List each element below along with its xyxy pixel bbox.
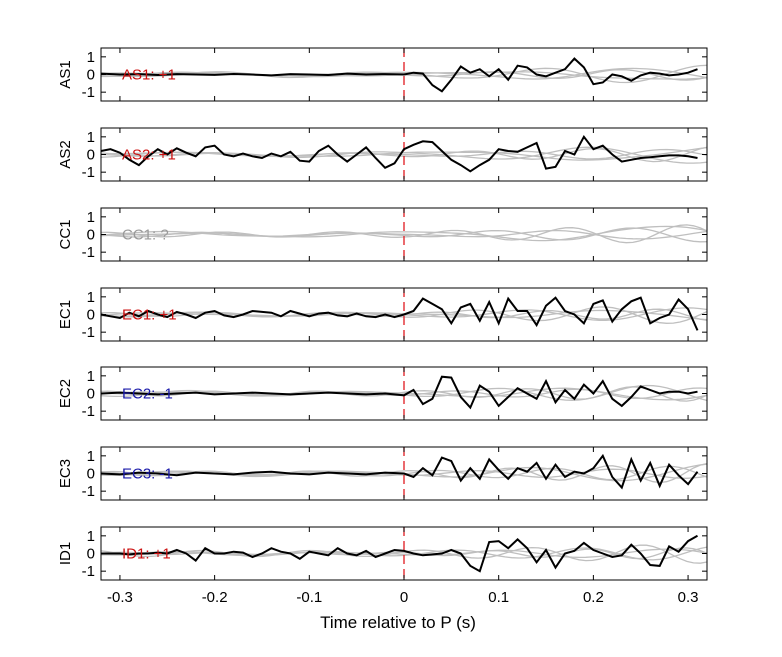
waveform-trace [100, 296, 699, 331]
x-tick-label: -0.1 [296, 589, 322, 606]
y-tick-label: 1 [87, 368, 95, 385]
y-axis-label: AS2 [57, 140, 74, 168]
y-tick-label: -1 [82, 403, 95, 420]
y-tick-label: 0 [87, 546, 95, 563]
y-tick-label: 0 [87, 67, 95, 84]
polarity-annotation: EC3: -1 [122, 466, 173, 483]
y-tick-label: 1 [87, 49, 95, 66]
y-tick-label: 1 [87, 129, 95, 146]
panel-as2: AS2: +1 -101 AS2 [57, 127, 708, 182]
waveform-trace [100, 134, 698, 173]
y-tick-label: 1 [87, 528, 95, 545]
x-axis-label: Time relative to P (s) [320, 613, 476, 632]
waveform-trace [100, 453, 699, 490]
y-axis-label: EC1 [57, 300, 74, 329]
polarity-annotation: EC2: -1 [122, 386, 173, 403]
y-tick-label: 0 [87, 147, 95, 164]
y-tick-label: 0 [87, 307, 95, 324]
polarity-annotation: EC1: +1 [122, 307, 177, 324]
x-tick-label: 0.3 [678, 589, 699, 606]
y-tick-label: 0 [87, 466, 95, 483]
x-tick-label: -0.2 [202, 589, 228, 606]
waveform-trace [101, 534, 698, 573]
panel-cc1: CC1: ? -101 CC1 [57, 207, 708, 262]
polarity-annotation: CC1: ? [122, 227, 169, 244]
panel-ec2: EC2: -1 -101 EC2 [57, 366, 708, 421]
waveform-trace [100, 375, 698, 410]
x-tick-label: -0.3 [107, 589, 133, 606]
waveform-trace [100, 57, 698, 93]
y-tick-label: 0 [87, 227, 95, 244]
x-tick-label: 0 [400, 589, 408, 606]
background-trace [100, 148, 708, 160]
y-tick-label: -1 [82, 483, 95, 500]
y-axis-label: CC1 [57, 219, 74, 249]
polarity-annotation: AS2: +1 [122, 147, 176, 164]
y-tick-label: 0 [87, 386, 95, 403]
y-tick-label: 1 [87, 448, 95, 465]
y-tick-label: -1 [82, 244, 95, 261]
y-tick-label: 1 [87, 289, 95, 306]
y-tick-label: -1 [82, 84, 95, 101]
panel-ec1: EC1: +1 -101 EC1 [57, 287, 708, 342]
x-axis: -0.3 -0.2 -0.1 0 0.1 0.2 0.3 [107, 589, 698, 606]
y-axis-label: EC3 [57, 459, 74, 488]
y-tick-label: -1 [82, 563, 95, 580]
y-tick-label: 1 [87, 209, 95, 226]
polarity-annotation: AS1: +1 [122, 67, 176, 84]
panel-as1: AS1: +1 -101 AS1 [57, 47, 708, 102]
y-axis-label: EC2 [57, 379, 74, 408]
y-tick-label: -1 [82, 324, 95, 341]
x-tick-label: 0.1 [488, 589, 509, 606]
background-trace [100, 462, 708, 484]
y-axis-label: AS1 [57, 60, 74, 88]
polarity-annotation: ID1: +1 [122, 546, 171, 563]
background-trace [100, 386, 708, 402]
panel-id1: ID1: +1 -101 ID1 [57, 526, 708, 581]
background-trace [100, 227, 708, 243]
panel-ec3: EC3: -1 -101 EC3 [57, 446, 708, 501]
x-tick-label: 0.2 [583, 589, 604, 606]
y-tick-label: -1 [82, 164, 95, 181]
y-axis-label: ID1 [57, 542, 74, 565]
